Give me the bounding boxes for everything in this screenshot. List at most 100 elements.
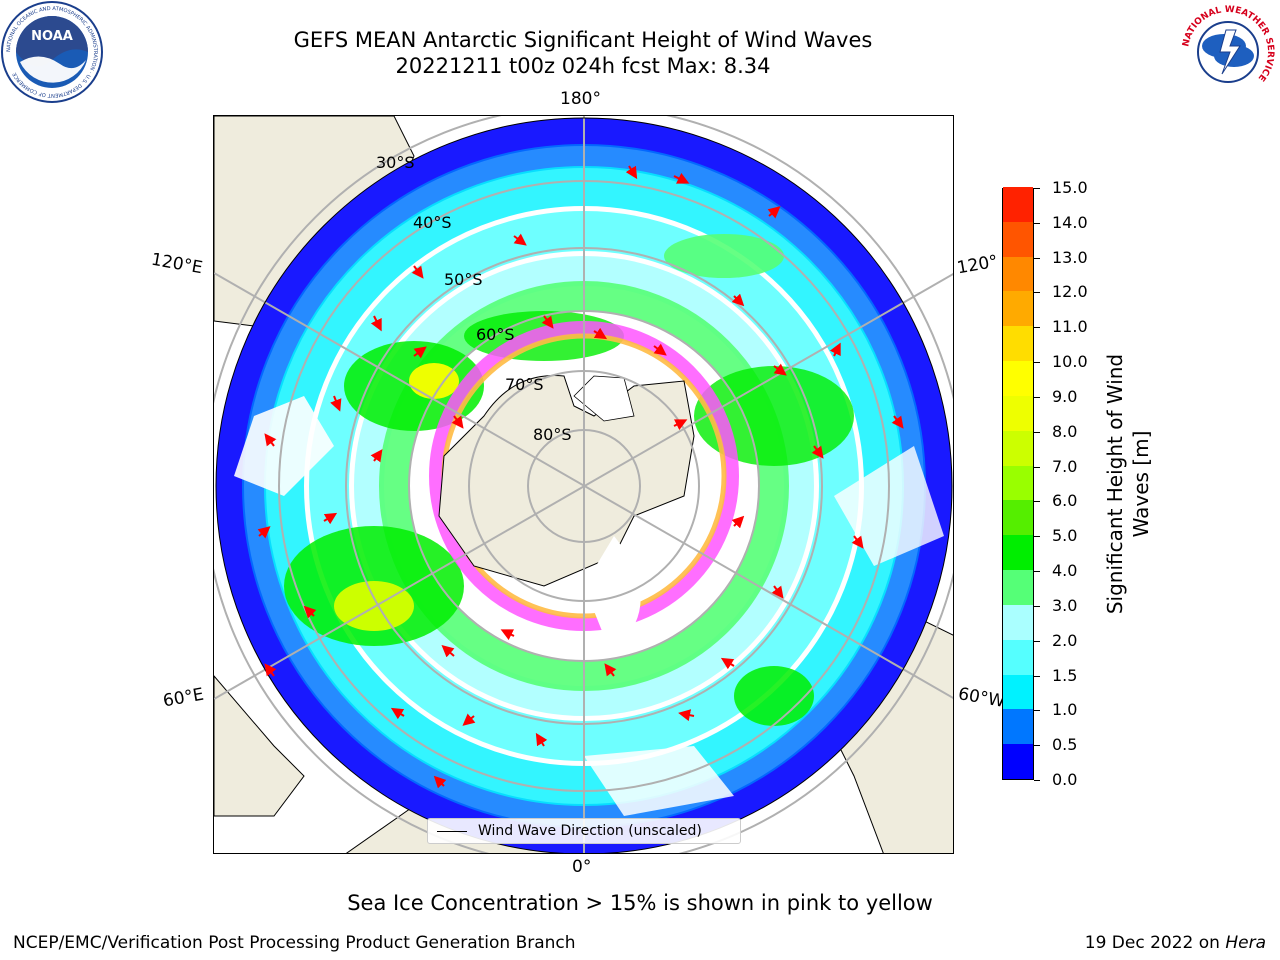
wave-arrow — [653, 343, 667, 356]
colorbar-segment — [1003, 639, 1033, 675]
colorbar-tick — [1034, 431, 1040, 433]
wave-arrow — [541, 315, 554, 329]
wave-arrow — [370, 449, 383, 463]
map-panel[interactable] — [213, 115, 954, 854]
colorbar-tick — [1034, 640, 1040, 642]
wave-arrow — [625, 165, 638, 180]
colorbar-tick — [1034, 675, 1040, 677]
lon-label-120e: 120°E — [149, 249, 205, 279]
wave-arrow — [500, 629, 515, 641]
wave-arrow — [673, 419, 688, 431]
colorbar-tick — [1034, 292, 1040, 294]
wave-arrow — [678, 709, 695, 722]
colorbar-tick-label: 1.0 — [1052, 700, 1078, 720]
noaa-logo-text: NOAA — [31, 29, 73, 44]
wave-arrow — [513, 233, 527, 246]
wave-arrow — [829, 342, 841, 357]
colorbar-tick-label: 9.0 — [1052, 386, 1078, 406]
colorbar-segment — [1003, 430, 1033, 466]
nws-logo: NATIONAL WEATHER SERVICE — [1178, 2, 1278, 102]
run-date-text: 19 Dec 2022 on — [1084, 933, 1226, 953]
wave-arrow — [535, 732, 548, 747]
colorbar-tick — [1034, 257, 1040, 259]
wave-arrow — [433, 775, 447, 789]
lon-label-0: 0° — [572, 857, 592, 877]
colorbar-tick-label: 0.5 — [1052, 735, 1078, 755]
colorbar-tick-label: 14.0 — [1052, 212, 1088, 232]
colorbar-tick-label: 1.5 — [1052, 665, 1078, 685]
colorbar-tick — [1034, 188, 1040, 189]
colorbar-title-line1: Significant Height of Wind — [1103, 353, 1127, 615]
colorbar-segment — [1003, 743, 1033, 779]
lat-label-30s: 30°S — [376, 153, 415, 172]
wave-arrow — [413, 346, 427, 359]
colorbar-segment — [1003, 569, 1033, 605]
colorbar-tick — [1034, 571, 1040, 573]
colorbar-segment — [1003, 499, 1033, 536]
colorbar-tick — [1034, 536, 1040, 538]
legend-label: Wind Wave Direction (unscaled) — [478, 823, 702, 839]
colorbar-tick — [1034, 710, 1040, 712]
colorbar-tick-label: 4.0 — [1052, 561, 1078, 581]
colorbar-segment — [1003, 465, 1033, 501]
wave-arrow — [451, 415, 464, 429]
wave-arrow — [411, 265, 424, 279]
lat-label-80s: 80°S — [533, 425, 572, 444]
noaa-logo: NATIONAL OCEANIC AND ATMOSPHERIC ADMINIS… — [1, 1, 103, 103]
colorbar-tick — [1034, 396, 1040, 398]
wave-arrow — [330, 395, 342, 412]
colorbar-segment — [1003, 186, 1033, 222]
wave-arrow — [323, 512, 338, 525]
wave-arrow — [773, 363, 787, 376]
wave-arrow — [390, 707, 405, 720]
wave-arrow — [264, 663, 277, 677]
colorbar-segment — [1003, 395, 1033, 431]
colorbar-segment — [1003, 360, 1033, 396]
wave-arrow — [593, 327, 608, 340]
wave-height-map — [214, 116, 953, 853]
wave-arrow — [264, 433, 277, 447]
lon-label-60e: 60°E — [161, 684, 206, 712]
wave-arrow — [771, 585, 784, 599]
wave-arrow — [851, 535, 864, 549]
wave-arrow — [303, 605, 317, 619]
lon-label-60w: 60°W — [956, 684, 1007, 712]
colorbar-tick — [1034, 780, 1040, 781]
run-date: 19 Dec 2022 on Hera — [1085, 933, 1266, 953]
colorbar-segment — [1003, 604, 1033, 640]
colorbar-tick-label: 5.0 — [1052, 526, 1078, 546]
producer-credit: NCEP/EMC/Verification Post Processing Pr… — [13, 933, 576, 953]
colorbar-tick-label: 8.0 — [1052, 421, 1078, 441]
wave-arrow — [891, 415, 904, 429]
colorbar-tick — [1034, 466, 1040, 468]
colorbar-segment — [1003, 534, 1033, 571]
wave-arrow — [731, 293, 745, 307]
forecast-subtitle: 20221211 t00z 024h fcst Max: 8.34 — [395, 54, 771, 78]
colorbar-tick — [1034, 745, 1040, 747]
colorbar-tick-label: 6.0 — [1052, 491, 1078, 511]
colorbar-segment — [1003, 674, 1033, 710]
wave-arrow — [767, 206, 781, 219]
wave-arrow — [731, 515, 745, 529]
colorbar-tick-label: 0.0 — [1052, 770, 1078, 789]
colorbar-tick-label: 2.0 — [1052, 630, 1078, 650]
colorbar-title-line2: Waves [m] — [1129, 430, 1153, 538]
wave-arrow — [441, 645, 455, 658]
wave-arrow — [604, 663, 617, 677]
wave-arrow — [257, 526, 271, 539]
lat-label-50s: 50°S — [444, 270, 483, 289]
colorbar-tick-label: 13.0 — [1052, 247, 1088, 267]
colorbar-tick-label: 7.0 — [1052, 456, 1078, 476]
colorbar-tick — [1034, 501, 1040, 503]
colorbar-tick — [1034, 222, 1040, 224]
lon-label-120w: 120° — [955, 251, 1000, 279]
legend-line-icon — [437, 831, 467, 832]
lat-label-60s: 60°S — [476, 325, 515, 344]
colorbar-tick — [1034, 605, 1040, 607]
lat-label-40s: 40°S — [413, 213, 452, 232]
colorbar-segment — [1003, 708, 1033, 745]
machine-name: Hera — [1225, 933, 1266, 953]
wave-arrow — [811, 445, 824, 459]
colorbar-tick-label: 3.0 — [1052, 595, 1078, 615]
colorbar-segment — [1003, 221, 1033, 257]
